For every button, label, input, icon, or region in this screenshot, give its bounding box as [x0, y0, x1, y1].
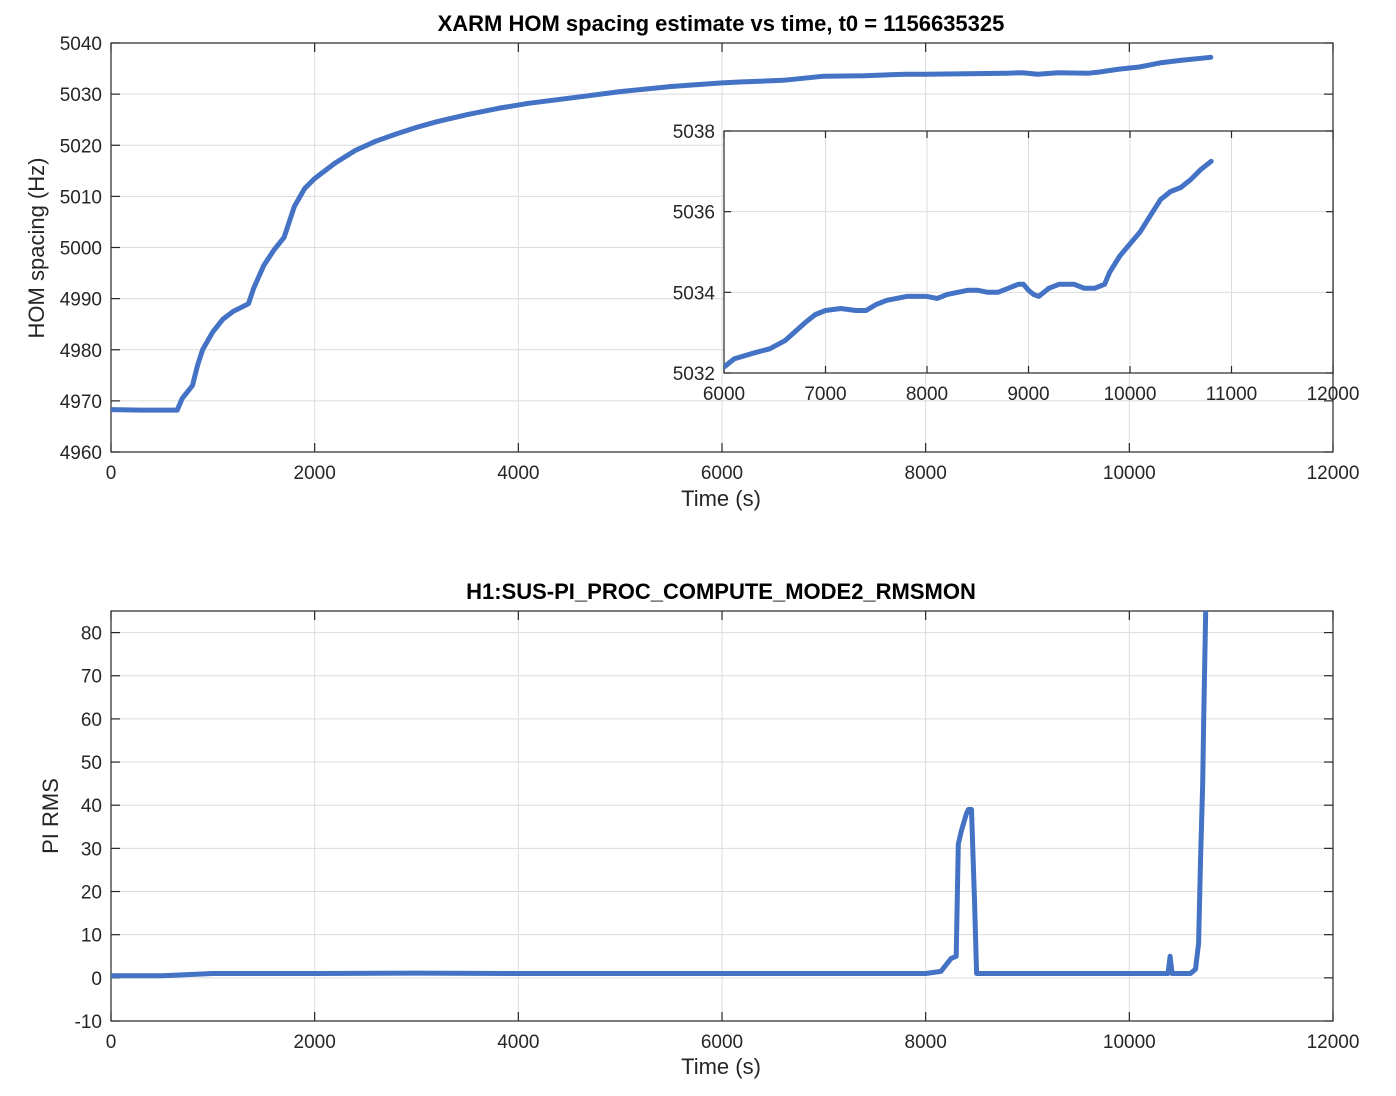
hom-x-tick-label: 2000: [294, 463, 336, 484]
pirms-y-tick-label: 40: [81, 796, 102, 817]
hom-x-tick-label: 10000: [1103, 463, 1156, 484]
hom-x-tick-label: 8000: [905, 463, 947, 484]
hom-y-tick-label: 4970: [60, 392, 102, 413]
pirms-y-tick-label: 80: [81, 624, 102, 645]
pirms-y-tick-label: -10: [75, 1012, 102, 1033]
hom-y-tick-label: 5040: [60, 34, 102, 55]
hom-inset-y-tick-label: 5038: [673, 122, 715, 143]
hom-x-tick-label: 4000: [497, 463, 539, 484]
pirms-chart-title: H1:SUS-PI_PROC_COMPUTE_MODE2_RMSMON: [466, 579, 976, 604]
hom-x-tick-label: 6000: [701, 463, 743, 484]
hom-y-tick-label: 4960: [60, 443, 102, 464]
pirms-x-tick-label: 0: [106, 1032, 117, 1053]
hom-inset-x-tick-label: 9000: [1007, 384, 1049, 405]
hom-plot-content: 0 2000 4000 6000 8000 10000 12000 4960 4970 4980 4…: [60, 34, 1360, 484]
hom-x-axis-label: Time (s): [681, 486, 761, 511]
hom-y-tick-label: 5030: [60, 85, 102, 106]
hom-ticks: 0 2000 4000 6000 8000 10000 12000 4960 4970 4980 4…: [60, 34, 1360, 484]
hom-inset-x-tick-label: 8000: [906, 384, 948, 405]
pirms-y-tick-label: 30: [81, 839, 102, 860]
hom-y-tick-label: 4980: [60, 341, 102, 362]
pirms-plot-content: 0 2000 4000 6000 8000 10000 12000-100102030405…: [75, 611, 1360, 1053]
hom-inset-x-tick-label: 7000: [804, 384, 846, 405]
pirms-x-tick-label: 2000: [294, 1032, 336, 1053]
hom-inset-panel: 6000 7000 8000 9000 10000 11000 12000 5032 5034 5…: [673, 122, 1360, 405]
pirms-x-tick-label: 8000: [905, 1032, 947, 1053]
hom-inset-series-line: [724, 158, 1214, 370]
pirms-series-line: [111, 611, 1209, 979]
hom-inset-ticks: 6000 7000 8000 9000 10000 11000 12000 5032 5034 5…: [673, 122, 1360, 405]
hom-x-tick-label: 12000: [1307, 463, 1360, 484]
hom-inset-x-tick-label: 12000: [1307, 384, 1360, 405]
pirms-x-axis-label: Time (s): [681, 1054, 761, 1079]
pirms-x-tick-label: 12000: [1307, 1032, 1360, 1053]
pirms-y-tick-label: 50: [81, 753, 102, 774]
pirms-ticks: 0 2000 4000 6000 8000 10000 12000-100102030405…: [75, 611, 1360, 1053]
hom-inset-x-tick-label: 11000: [1206, 384, 1257, 405]
pirms-x-tick-label: 4000: [497, 1032, 539, 1053]
hom-y-tick-label: 5000: [60, 239, 102, 260]
hom-inset-y-tick-label: 5032: [673, 364, 715, 385]
inset-plot-content: 6000 7000 8000 9000 10000 11000 12000 5032 5034 5…: [673, 122, 1360, 405]
pirms-x-tick-label: 6000: [701, 1032, 743, 1053]
hom-y-axis-label: HOM spacing (Hz): [24, 158, 49, 339]
pirms-y-tick-label: 60: [81, 710, 102, 731]
hom-inset-y-tick-label: 5036: [673, 203, 715, 224]
pi-rms-panel: H1:SUS-PI_PROC_COMPUTE_MODE2_RMSMON 0 200…: [38, 579, 1359, 1079]
hom-inset-x-tick-label: 6000: [703, 384, 745, 405]
pirms-gridlines: [111, 611, 1333, 1021]
hom-chart-title: XARM HOM spacing estimate vs time, t0 = …: [438, 11, 1005, 36]
hom-x-tick-label: 0: [106, 463, 117, 484]
hom-y-tick-label: 5020: [60, 136, 102, 157]
hom-y-tick-label: 5010: [60, 187, 102, 208]
pirms-y-tick-label: 70: [81, 667, 102, 688]
hom-y-tick-label: 4990: [60, 290, 102, 311]
pirms-y-tick-label: 0: [91, 969, 102, 990]
pirms-y-tick-label: 20: [81, 883, 102, 904]
pirms-y-axis-label: PI RMS: [38, 778, 63, 854]
hom-inset-x-tick-label: 10000: [1104, 384, 1157, 405]
hom-series-line: [111, 54, 1214, 413]
pirms-y-tick-label: 10: [81, 926, 102, 947]
hom-inset-y-tick-label: 5034: [673, 283, 716, 304]
pirms-x-tick-label: 10000: [1103, 1032, 1156, 1053]
